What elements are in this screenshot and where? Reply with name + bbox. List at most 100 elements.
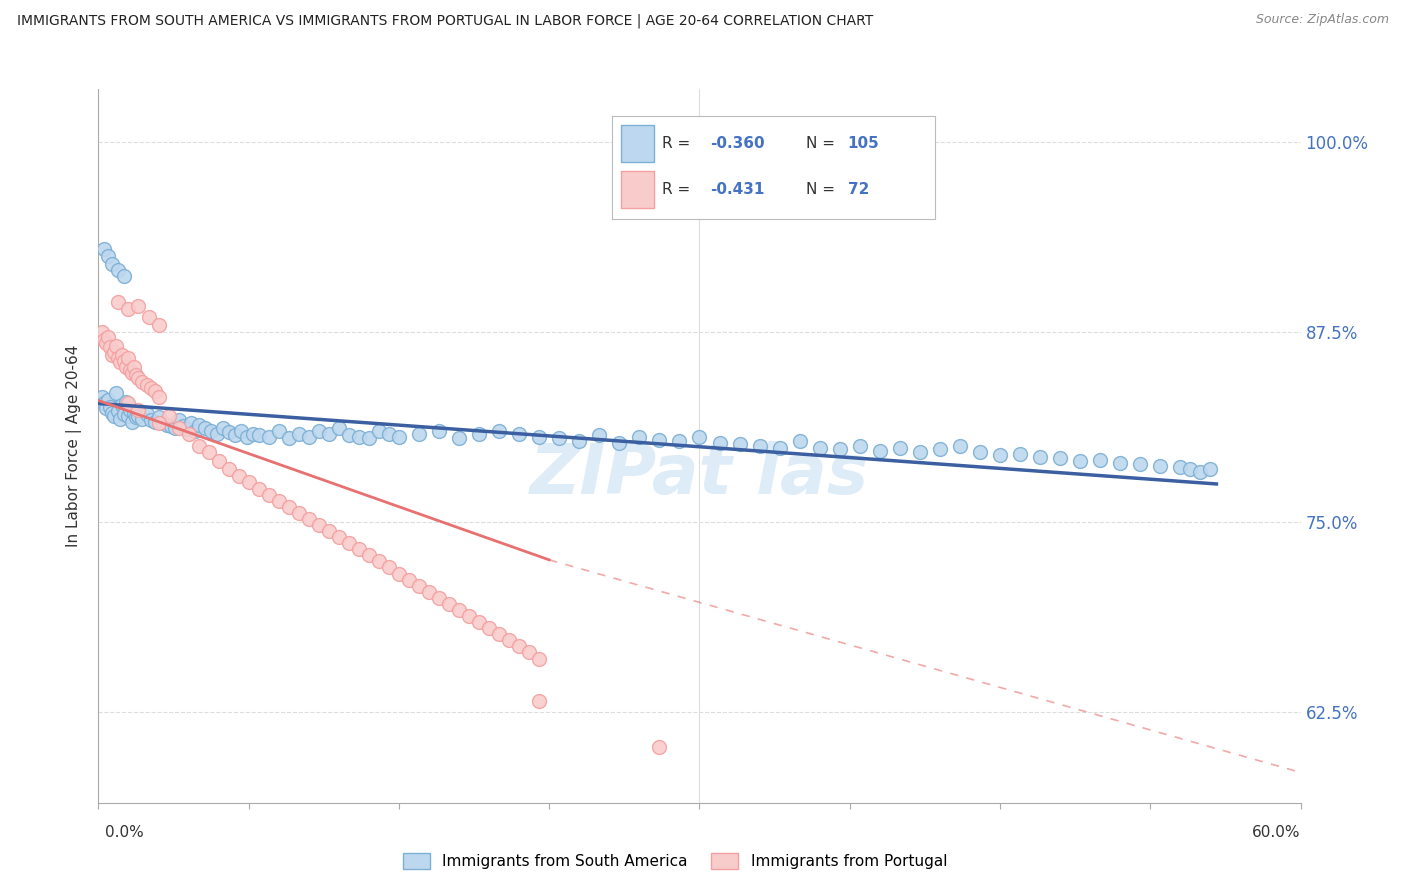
Point: [828, 442, 851, 456]
Point: [131, 411, 153, 425]
Point: [869, 443, 891, 458]
Point: [1170, 460, 1192, 475]
Point: [298, 512, 321, 526]
Point: [135, 378, 157, 392]
Point: [789, 434, 811, 449]
Point: [176, 422, 198, 436]
Point: [568, 434, 591, 449]
Point: [247, 482, 270, 496]
Point: [111, 348, 134, 362]
Point: [408, 579, 430, 593]
Point: [97, 393, 120, 408]
Point: [107, 263, 129, 277]
Point: [238, 475, 260, 490]
Text: ZIPat las: ZIPat las: [530, 441, 869, 508]
Point: [308, 424, 330, 438]
Point: [368, 554, 391, 568]
Point: [267, 493, 290, 508]
Point: [93, 333, 115, 347]
Bar: [621, 125, 654, 162]
Point: [96, 401, 118, 415]
Point: [337, 536, 360, 550]
Point: [107, 294, 129, 309]
Point: [257, 430, 280, 444]
Point: [163, 421, 186, 435]
Point: [437, 597, 460, 611]
Point: [288, 426, 311, 441]
Point: [120, 402, 142, 417]
Point: [157, 409, 180, 423]
Point: [357, 549, 380, 563]
Point: [172, 419, 194, 434]
Point: [138, 310, 160, 324]
Point: [187, 439, 209, 453]
Point: [668, 434, 690, 449]
Point: [91, 325, 114, 339]
Point: [100, 340, 122, 354]
Text: N =: N =: [806, 182, 839, 197]
Point: [988, 448, 1011, 462]
Point: [105, 385, 128, 400]
Point: [1180, 462, 1202, 476]
Point: [1149, 458, 1171, 473]
Point: [117, 409, 139, 423]
Point: [242, 426, 264, 441]
Point: [298, 430, 321, 444]
Point: [427, 591, 450, 605]
Point: [96, 335, 118, 350]
Text: 0.0%: 0.0%: [105, 825, 145, 840]
Point: [267, 424, 290, 438]
Point: [167, 421, 190, 435]
Point: [849, 439, 872, 453]
Point: [648, 739, 671, 754]
Point: [228, 469, 250, 483]
Point: [277, 431, 299, 445]
Point: [628, 430, 651, 444]
Point: [1049, 451, 1071, 466]
Point: [388, 430, 411, 444]
Point: [408, 426, 430, 441]
Point: [328, 421, 350, 435]
Point: [218, 462, 240, 476]
Point: [121, 415, 143, 429]
Point: [148, 416, 170, 430]
Point: [107, 351, 129, 365]
Text: -0.431: -0.431: [710, 182, 765, 197]
Point: [288, 506, 311, 520]
Text: Source: ZipAtlas.com: Source: ZipAtlas.com: [1256, 13, 1389, 27]
Point: [529, 651, 551, 665]
Point: [447, 603, 470, 617]
Point: [808, 441, 831, 455]
Point: [101, 348, 124, 362]
Point: [398, 573, 420, 587]
Point: [328, 530, 350, 544]
Point: [93, 242, 115, 256]
Point: [211, 421, 233, 435]
Text: N =: N =: [806, 136, 839, 151]
Point: [93, 396, 115, 410]
Point: [1189, 465, 1212, 479]
Point: [689, 430, 711, 444]
Point: [107, 404, 129, 418]
Point: [110, 411, 132, 425]
Legend: Immigrants from South America, Immigrants from Portugal: Immigrants from South America, Immigrant…: [396, 847, 953, 875]
Point: [508, 426, 530, 441]
Point: [114, 354, 136, 368]
Point: [205, 426, 228, 441]
Point: [115, 359, 138, 374]
Point: [208, 454, 231, 468]
Y-axis label: In Labor Force | Age 20-64: In Labor Force | Age 20-64: [66, 345, 83, 547]
Point: [218, 425, 240, 440]
Point: [155, 417, 177, 432]
Point: [347, 430, 370, 444]
Point: [488, 627, 510, 641]
Point: [1129, 457, 1152, 471]
Point: [128, 402, 150, 417]
Text: R =: R =: [662, 182, 695, 197]
Point: [889, 441, 911, 455]
Point: [143, 384, 166, 399]
Point: [357, 431, 380, 445]
Point: [103, 409, 125, 423]
Point: [124, 359, 146, 374]
Point: [148, 410, 170, 425]
